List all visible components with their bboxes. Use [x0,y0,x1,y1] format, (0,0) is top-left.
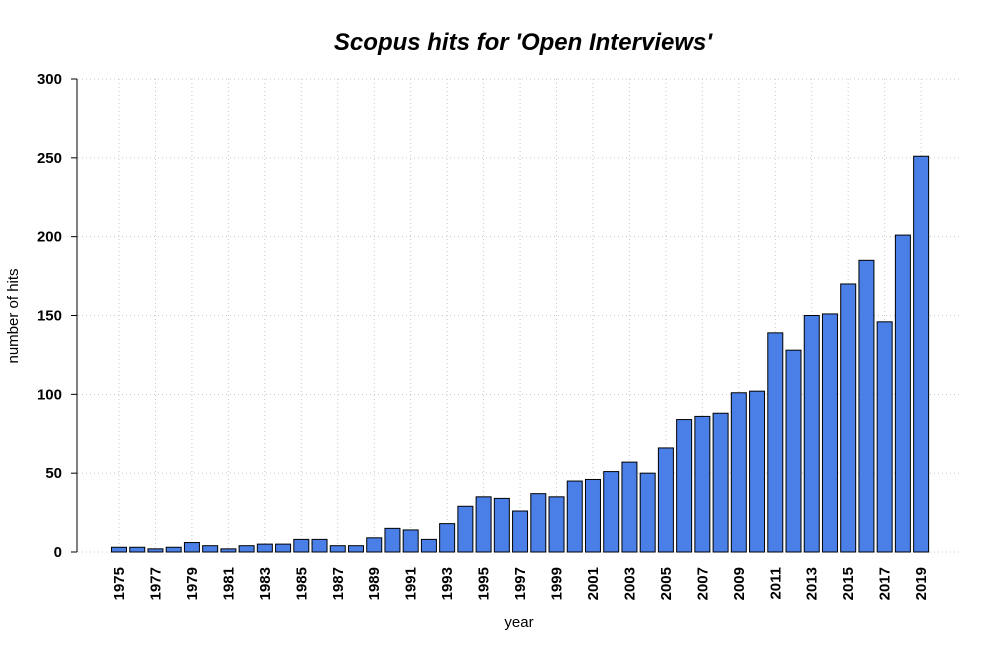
bar-2006 [676,419,693,553]
x-tick-label: 1989 [366,567,383,600]
x-tick-label: 1987 [330,567,347,600]
x-tick-label: 1993 [439,567,456,600]
y-tick-label: 50 [45,465,62,482]
y-axis: 0 50 100 150 200 250 300 [37,71,78,561]
x-axis-label: year [504,614,533,631]
y-tick-label: 100 [37,386,62,403]
bar-1979 [183,542,200,553]
bar-1976 [129,546,146,553]
bars [111,155,930,553]
bar-2004 [639,472,656,553]
x-tick-label: 2015 [840,567,857,600]
y-tick-label: 300 [37,71,62,88]
chart-title: Scopus hits for 'Open Interviews' [334,29,713,56]
x-tick-label: 2001 [585,567,602,600]
x-tick-label: 2003 [621,567,638,600]
bar-2008 [712,412,729,553]
x-tick-label: 1985 [293,567,310,600]
x-tick-label: 2005 [658,567,675,600]
bar-1978 [165,546,182,553]
bar-2001 [584,478,601,553]
bar-1992 [420,538,437,553]
bar-1990 [384,527,401,553]
x-tick-label: 2013 [804,567,821,600]
y-tick-label: 200 [37,229,62,246]
y-tick-label: 250 [37,150,62,167]
x-axis: 1975 1977 1979 1981 1983 1985 1987 1989 1991 1993… [111,567,930,600]
x-tick-label: 1975 [111,567,128,600]
bar-2007 [694,415,711,553]
bar-1988 [347,545,364,553]
bar-1984 [275,543,292,553]
y-tick-label: 0 [54,544,62,561]
bar-2011 [767,332,784,553]
bar-1987 [329,545,346,553]
bar-2012 [785,349,802,553]
bar-2009 [730,392,747,553]
bar-1986 [311,538,328,553]
bar-1977 [147,548,164,553]
x-tick-label: 1995 [476,567,493,600]
bar-1996 [493,497,510,553]
bar-1975 [111,546,127,553]
bar-1994 [457,505,474,553]
bar-1985 [293,538,310,553]
bar-2013 [803,315,820,553]
x-tick-label: 1991 [403,567,420,600]
bar-1993 [439,523,456,553]
bar-1982 [238,545,255,553]
bar-2019 [913,155,930,553]
x-tick-label: 1983 [257,567,274,600]
bar-2016 [858,259,875,553]
bar-1999 [548,496,565,553]
x-tick-label: 1981 [220,567,237,600]
x-tick-label: 1979 [184,567,201,600]
y-axis-label: number of hits [5,268,22,363]
bar-1980 [202,545,219,553]
x-tick-label: 2009 [731,567,748,600]
bar-1998 [530,493,547,553]
bar-2017 [876,321,893,553]
bar-2005 [657,447,674,553]
bar-1997 [512,510,529,553]
bar-1989 [366,537,383,553]
bar-2018 [894,234,911,553]
x-tick-label: 1977 [147,567,164,600]
x-tick-label: 1999 [549,567,566,600]
bar-2010 [749,390,766,553]
bar-2002 [603,471,620,553]
x-tick-label: 1997 [512,567,529,600]
bar-1983 [256,543,273,553]
bar-1995 [475,496,492,553]
bar-2000 [566,480,583,553]
bar-2003 [621,461,638,553]
x-tick-label: 2017 [877,567,894,600]
x-tick-label: 2019 [913,567,930,600]
bar-2015 [840,283,857,553]
bar-2014 [821,313,838,553]
x-tick-label: 2011 [767,567,784,600]
y-tick-label: 150 [37,308,62,325]
bar-1981 [220,548,237,553]
bar-1991 [402,529,419,553]
x-tick-label: 2007 [694,567,711,600]
